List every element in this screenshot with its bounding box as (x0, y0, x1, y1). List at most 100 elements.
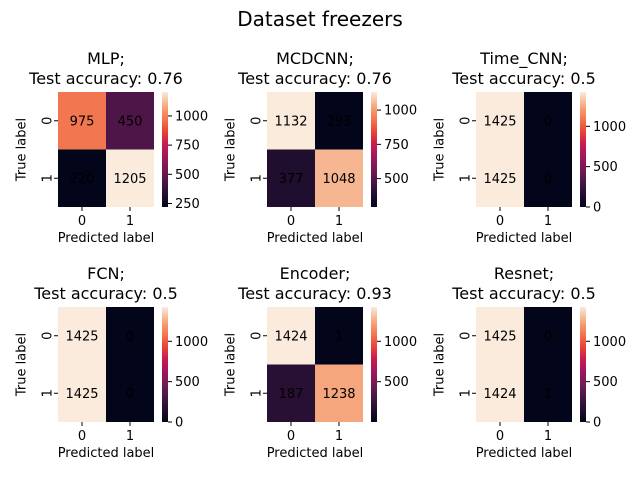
heatmap-cell (315, 364, 363, 422)
y-axis-label: True label (433, 333, 448, 397)
cell-value-label: 0 (544, 329, 552, 344)
heatmap-cell (106, 149, 154, 207)
cell-value-label: 220 (70, 172, 95, 187)
x-axis-label: Predicted label (58, 231, 155, 246)
heatmap-cell (267, 307, 315, 365)
y-tick-label: 1 (459, 389, 474, 397)
cell-value-label: 1424 (483, 387, 516, 402)
colorbar-tick-label: 750 (175, 139, 200, 154)
colorbar-tick-label: 750 (384, 138, 409, 153)
y-tick-label: 0 (459, 117, 474, 125)
cell-value-label: 377 (279, 172, 304, 187)
heatmap-cell (58, 92, 106, 150)
subplot-title-accuracy: Test accuracy: 0.5 (451, 69, 596, 88)
y-tick-label: 0 (250, 117, 265, 125)
heatmap-cell (476, 307, 524, 365)
y-tick-label: 0 (41, 117, 56, 125)
subplot-5: Encoder;Test accuracy: 0.93 1424 1 187 1238 0… (224, 264, 418, 461)
x-tick-label: 1 (126, 429, 134, 444)
x-tick-label: 1 (335, 214, 343, 229)
subplot-title-accuracy: Test accuracy: 0.76 (237, 69, 392, 88)
cell-value-label: 0 (544, 172, 552, 187)
heatmap-cell (524, 364, 572, 422)
x-tick-label: 1 (544, 214, 552, 229)
colorbar (162, 307, 168, 422)
cell-value-label: 1132 (274, 114, 307, 129)
heatmap-cell (524, 307, 572, 365)
heatmap-cell (106, 92, 154, 150)
cell-value-label: 187 (279, 387, 304, 402)
cell-value-label: 1425 (65, 387, 98, 402)
heatmap-cell (315, 307, 363, 365)
cell-value-label: 0 (544, 114, 552, 129)
heatmap-cell (106, 307, 154, 365)
colorbar-tick-label: 500 (593, 375, 618, 390)
subplot-title-model: FCN; (87, 264, 125, 283)
colorbar-tick-label: 500 (175, 168, 200, 183)
heatmap-cell (58, 364, 106, 422)
cell-value-label: 1425 (65, 329, 98, 344)
x-tick-label: 0 (78, 429, 86, 444)
colorbar-tick-label: 500 (593, 160, 618, 175)
colorbar-tick-label: 0 (593, 416, 601, 431)
y-tick-label: 0 (250, 332, 265, 340)
cell-value-label: 1 (335, 329, 343, 344)
x-tick-label: 0 (496, 429, 504, 444)
cell-value-label: 975 (70, 114, 95, 129)
heatmap-cell (315, 92, 363, 150)
cell-value-label: 1424 (274, 329, 307, 344)
x-axis-label: Predicted label (476, 231, 573, 246)
x-axis-label: Predicted label (267, 231, 364, 246)
y-tick-label: 1 (41, 389, 56, 397)
colorbar-tick-label: 500 (384, 172, 409, 187)
colorbar-tick-label: 250 (175, 197, 200, 212)
x-tick-label: 0 (287, 429, 295, 444)
subplot-title-accuracy: Test accuracy: 0.5 (451, 284, 596, 303)
y-axis-label: True label (15, 118, 30, 182)
colorbar (580, 92, 586, 207)
x-tick-label: 1 (544, 429, 552, 444)
subplot-4: FCN;Test accuracy: 0.5 1425 0 1425 0 0 1 0 1 Pred… (15, 264, 209, 461)
cell-value-label: 0 (126, 387, 134, 402)
colorbar-tick-label: 0 (593, 201, 601, 216)
heatmap-cell (267, 92, 315, 150)
y-tick-label: 1 (41, 174, 56, 182)
colorbar-tick-label: 1000 (175, 335, 208, 350)
y-tick-label: 1 (250, 174, 265, 182)
colorbar-tick-label: 0 (175, 416, 183, 431)
heatmap-cell (58, 149, 106, 207)
heatmap-cell (106, 364, 154, 422)
y-tick-label: 0 (41, 332, 56, 340)
cell-value-label: 1425 (483, 172, 516, 187)
x-tick-label: 1 (126, 214, 134, 229)
heatmap-cell (524, 92, 572, 150)
subplot-1: MLP;Test accuracy: 0.76 975 450 220 1205 0 1 0 1… (15, 49, 209, 246)
y-axis-label: True label (15, 333, 30, 397)
subplot-title-model: MCDCNN; (276, 49, 354, 68)
subplot-title-model: Encoder; (280, 264, 351, 283)
cell-value-label: 1048 (322, 172, 355, 187)
y-tick-label: 0 (459, 332, 474, 340)
y-axis-label: True label (433, 118, 448, 182)
heatmap-cell (476, 364, 524, 422)
cell-value-label: 1 (544, 387, 552, 402)
subplot-6: Resnet;Test accuracy: 0.5 1425 0 1424 1 0 1 0 1 P… (433, 264, 627, 461)
colorbar-tick-label: 500 (175, 375, 200, 390)
y-axis-label: True label (224, 333, 239, 397)
y-tick-label: 1 (250, 389, 265, 397)
colorbar (580, 307, 586, 422)
figure-title: Dataset freezers (237, 7, 403, 31)
subplot-title-accuracy: Test accuracy: 0.93 (237, 284, 392, 303)
heatmap-cell (267, 149, 315, 207)
x-tick-label: 0 (78, 214, 86, 229)
heatmap-cell (476, 149, 524, 207)
heatmap-cell (524, 149, 572, 207)
subplot-2: MCDCNN;Test accuracy: 0.76 1132 293 377 1048… (224, 49, 418, 246)
subplot-title-model: MLP; (87, 49, 125, 68)
cell-value-label: 1425 (483, 329, 516, 344)
heatmap-cell (476, 92, 524, 150)
colorbar-tick-label: 500 (384, 375, 409, 390)
